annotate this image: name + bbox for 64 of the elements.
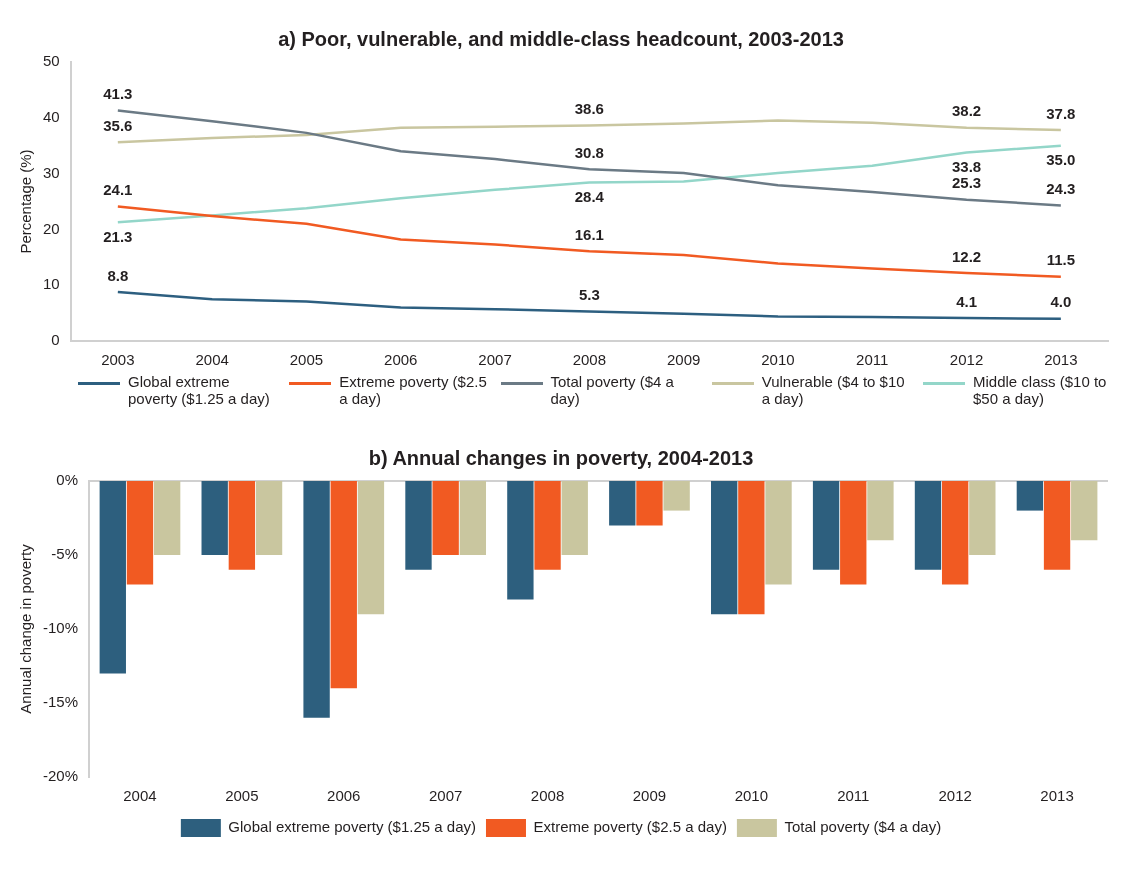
- y-tick-label: 30: [43, 163, 60, 181]
- y-axis-title: Annual change in poverty: [17, 543, 35, 714]
- x-tick-label: 2006: [327, 787, 361, 805]
- x-tick-label: 2005: [289, 351, 324, 369]
- data-label: 12.2: [951, 247, 982, 265]
- x-tick-label: 2008: [530, 787, 565, 805]
- legend-label: Vulnerable ($4 to $10 a day): [761, 373, 906, 407]
- data-label: 5.3: [578, 286, 600, 304]
- legend-label: Extreme poverty ($2.5 a day): [533, 818, 727, 836]
- data-label: 4.0: [1050, 293, 1072, 311]
- chart-title: b) Annual changes in poverty, 2004-2013: [368, 446, 754, 469]
- x-tick-label: 2012: [949, 351, 984, 369]
- x-tick-label: 2011: [837, 787, 870, 805]
- data-label: 21.3: [103, 227, 133, 245]
- legend-label: Extreme poverty ($2.5 a day): [339, 373, 488, 407]
- x-tick-label: 2010: [761, 351, 795, 369]
- x-tick-label: 2006: [384, 351, 418, 369]
- y-tick-label: -15%: [42, 693, 79, 711]
- data-label: 24.1: [103, 181, 133, 199]
- y-tick-label: 40: [43, 107, 60, 125]
- data-label: 38.2: [951, 102, 982, 120]
- data-label: 35.0: [1046, 151, 1076, 169]
- x-tick-label: 2008: [572, 351, 607, 369]
- legend-label: Global extreme poverty ($1.25 a day): [128, 373, 271, 407]
- y-tick-label: 0: [51, 331, 60, 349]
- x-tick-label: 2013: [1040, 787, 1074, 805]
- y-tick-label: -10%: [42, 619, 79, 637]
- legend-label: Global extreme poverty ($1.25 a day): [228, 818, 476, 836]
- y-tick-label: -20%: [42, 767, 79, 785]
- data-label: 8.8: [107, 266, 129, 284]
- y-tick-label: 10: [43, 275, 60, 293]
- legend-label: Total poverty ($4 a day): [550, 373, 675, 407]
- legend-label: Middle class ($10 to $50 a day): [973, 373, 1108, 407]
- x-tick-label: 2005: [225, 787, 259, 805]
- x-tick-label: 2011: [856, 351, 889, 369]
- data-label: 37.8: [1046, 104, 1076, 122]
- data-label: 41.3: [103, 85, 133, 103]
- legend-label: Total poverty ($4 a day): [784, 818, 942, 836]
- x-tick-label: 2013: [1044, 351, 1078, 369]
- data-label: 4.1: [956, 292, 977, 310]
- x-tick-label: 2004: [195, 351, 229, 369]
- data-label: 35.6: [103, 116, 133, 134]
- x-tick-label: 2009: [632, 787, 667, 805]
- x-tick-label: 2003: [101, 351, 135, 369]
- y-axis-title: Percentage (%): [17, 149, 35, 254]
- x-tick-label: 2007: [478, 351, 512, 369]
- data-label: 16.1: [574, 225, 604, 243]
- data-label: 38.6: [574, 100, 604, 118]
- data-label: 28.4: [574, 188, 605, 206]
- x-tick-label: 2012: [938, 787, 972, 805]
- y-tick-label: 0%: [56, 471, 79, 489]
- x-tick-label: 2009: [666, 351, 701, 369]
- y-tick-label: 20: [43, 219, 60, 237]
- y-tick-label: 50: [43, 52, 60, 70]
- y-tick-label: -5%: [51, 545, 79, 563]
- data-label: 33.8: [951, 158, 982, 176]
- data-label: 25.3: [951, 174, 982, 192]
- x-tick-label: 2007: [428, 787, 463, 805]
- data-label: 24.3: [1046, 180, 1076, 198]
- x-tick-label: 2004: [123, 787, 157, 805]
- data-label: 11.5: [1046, 251, 1076, 269]
- x-tick-label: 2010: [734, 787, 769, 805]
- data-label: 30.8: [574, 143, 604, 161]
- chart-title: a) Poor, vulnerable, and middle-class headcount, 2003-2013: [278, 27, 844, 50]
